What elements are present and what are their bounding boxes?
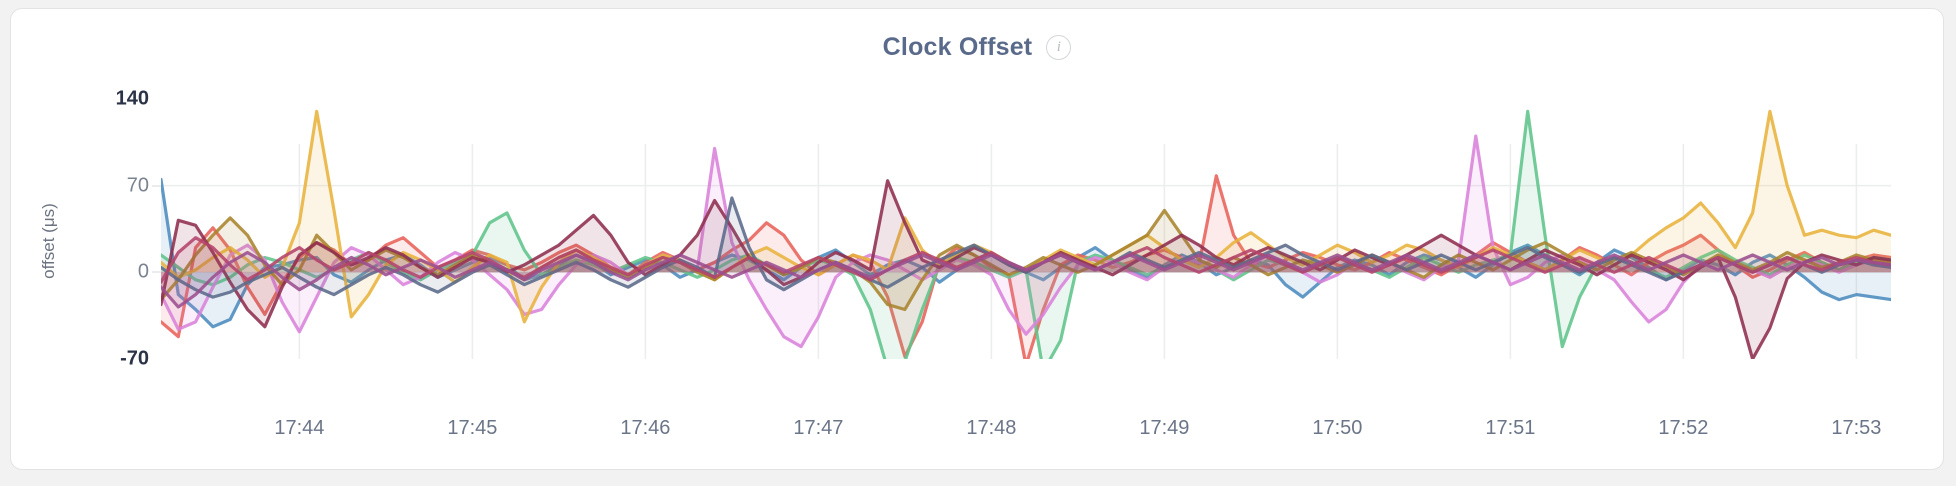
chart-header: Clock Offset i xyxy=(11,33,1943,62)
chart-plot-area: offset (μs) 140 70 0 -70 17:44 17:45 17:46 17:… xyxy=(11,9,1945,471)
y-axis-label: offset (μs) xyxy=(39,203,58,279)
x-tick-label: 17:48 xyxy=(966,417,1017,439)
series-area xyxy=(161,180,1891,359)
y-tick-label: -70 xyxy=(120,347,149,370)
x-tick-label: 17:45 xyxy=(447,417,498,439)
series-area xyxy=(161,210,1891,310)
chart-card: Clock Offset i offset (μs) 140 70 0 -70 17:… xyxy=(10,8,1944,470)
x-tick-label: 17:51 xyxy=(1485,417,1536,439)
y-tick-mark xyxy=(152,185,161,187)
x-tick-label: 17:52 xyxy=(1658,417,1709,439)
y-axis-ticks: 140 70 0 -70 xyxy=(71,9,149,471)
info-icon[interactable]: i xyxy=(1046,35,1072,60)
x-tick-label: 17:47 xyxy=(793,417,844,439)
series-area xyxy=(161,198,1891,298)
line-chart-svg xyxy=(161,109,1891,359)
y-tick-mark xyxy=(152,271,161,273)
series-area xyxy=(161,136,1891,347)
series-line[interactable] xyxy=(161,250,1891,309)
x-tick-label: 17:53 xyxy=(1831,417,1882,439)
page-title: Clock Offset xyxy=(882,33,1033,61)
series-area xyxy=(161,237,1891,283)
y-tick-label: 0 xyxy=(137,260,149,283)
series-area xyxy=(161,252,1891,307)
series-line[interactable] xyxy=(161,196,1891,299)
x-tick-label: 17:46 xyxy=(620,417,671,439)
x-tick-label: 17:44 xyxy=(274,417,325,439)
x-tick-label: 17:49 xyxy=(1139,417,1190,439)
x-tick-label: 17:50 xyxy=(1312,417,1363,439)
y-tick-label: 140 xyxy=(115,87,149,110)
y-tick-label: 70 xyxy=(126,174,149,197)
